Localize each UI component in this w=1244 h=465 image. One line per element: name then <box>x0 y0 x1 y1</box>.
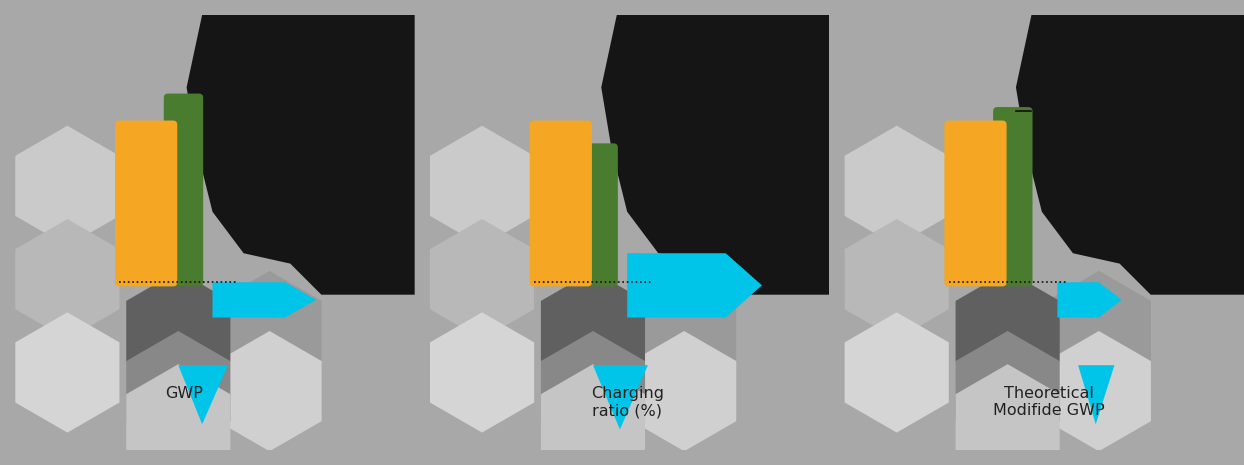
FancyBboxPatch shape <box>164 93 203 286</box>
Polygon shape <box>15 219 119 339</box>
Polygon shape <box>178 365 228 424</box>
Polygon shape <box>541 271 646 391</box>
Polygon shape <box>1046 271 1151 391</box>
Polygon shape <box>126 364 230 465</box>
Polygon shape <box>845 312 949 432</box>
Polygon shape <box>15 126 119 246</box>
Polygon shape <box>430 126 534 246</box>
FancyBboxPatch shape <box>530 120 592 286</box>
Polygon shape <box>632 331 736 451</box>
Polygon shape <box>593 365 648 430</box>
Polygon shape <box>126 271 230 391</box>
Polygon shape <box>845 219 949 339</box>
Polygon shape <box>15 312 119 432</box>
Polygon shape <box>430 219 534 339</box>
Polygon shape <box>1079 365 1115 424</box>
Polygon shape <box>627 253 761 318</box>
Polygon shape <box>955 271 1060 391</box>
Polygon shape <box>1016 15 1244 295</box>
Polygon shape <box>955 364 1060 465</box>
Polygon shape <box>218 331 322 451</box>
Polygon shape <box>601 15 830 295</box>
Polygon shape <box>1057 282 1122 318</box>
FancyBboxPatch shape <box>114 120 178 286</box>
Polygon shape <box>541 331 646 451</box>
Text: Charging
ratio (%): Charging ratio (%) <box>591 386 664 418</box>
Text: Theoretical
Modifide GWP: Theoretical Modifide GWP <box>993 386 1105 418</box>
Polygon shape <box>213 282 316 318</box>
Polygon shape <box>218 271 322 391</box>
Polygon shape <box>187 15 414 295</box>
Polygon shape <box>845 126 949 246</box>
Polygon shape <box>430 312 534 432</box>
Polygon shape <box>541 364 646 465</box>
FancyBboxPatch shape <box>578 143 618 286</box>
Polygon shape <box>632 271 736 391</box>
Polygon shape <box>1046 331 1151 451</box>
FancyBboxPatch shape <box>944 120 1006 286</box>
Polygon shape <box>126 331 230 451</box>
FancyBboxPatch shape <box>993 107 1033 286</box>
Polygon shape <box>955 331 1060 451</box>
Text: GWP: GWP <box>165 386 204 401</box>
